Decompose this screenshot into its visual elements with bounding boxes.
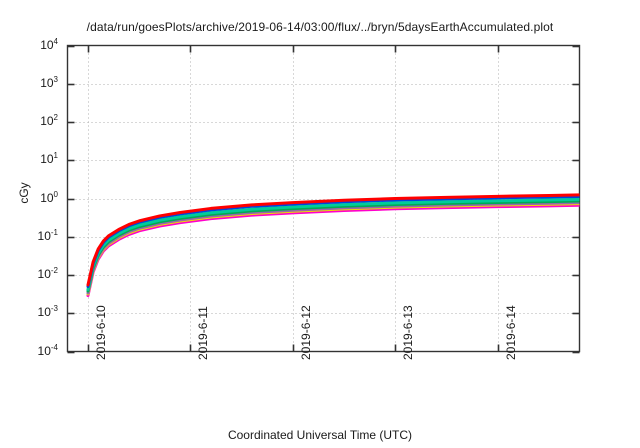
y-tick-label: 102 — [40, 112, 58, 128]
y-tick-label: 10-1 — [37, 227, 58, 243]
y-tick-label: 103 — [40, 74, 58, 90]
series-layer — [86, 193, 580, 298]
x-tick-label: 2019-6-12 — [298, 304, 313, 360]
axis-ticks — [67, 45, 580, 354]
x-tick-label: 2019-6-13 — [400, 304, 415, 360]
gridlines — [67, 45, 580, 352]
page-title: /data/run/goesPlots/archive/2019-06-14/0… — [86, 20, 554, 34]
x-tick-label: 2019-6-14 — [503, 304, 518, 360]
y-tick-label: 100 — [40, 189, 58, 205]
x-axis-label: Coordinated Universal Time (UTC) — [227, 428, 413, 442]
curve-cyan — [86, 197, 580, 291]
y-tick-label: 104 — [40, 36, 58, 52]
y-tick-label: 10-2 — [37, 265, 58, 281]
y-tick-label: 10-3 — [37, 303, 58, 319]
y-tick-label: 10-4 — [37, 342, 58, 358]
x-tick-label: 2019-6-11 — [195, 305, 210, 360]
x-tick-label: 2019-6-10 — [93, 304, 108, 360]
curve-red — [86, 193, 580, 287]
y-tick-label: 101 — [40, 150, 58, 166]
